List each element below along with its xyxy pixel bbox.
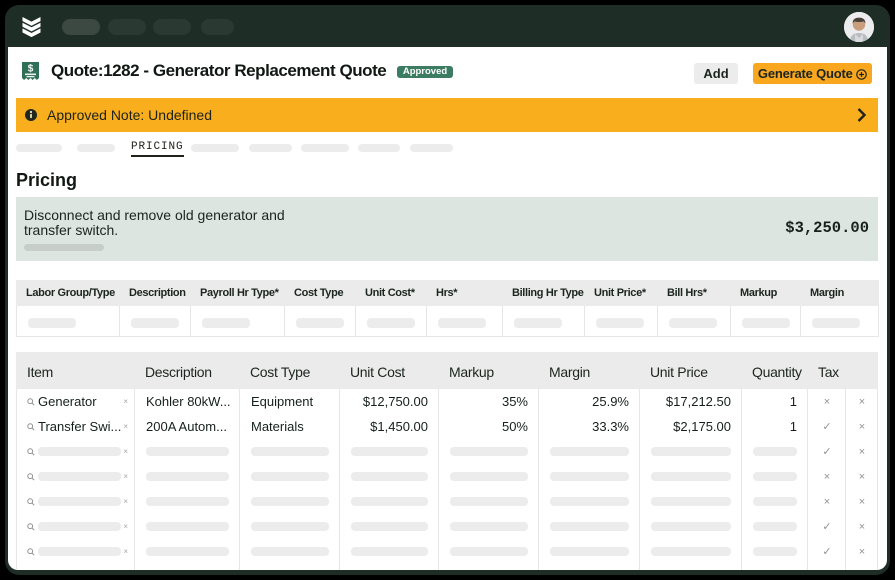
svg-text:$: $: [28, 64, 34, 75]
